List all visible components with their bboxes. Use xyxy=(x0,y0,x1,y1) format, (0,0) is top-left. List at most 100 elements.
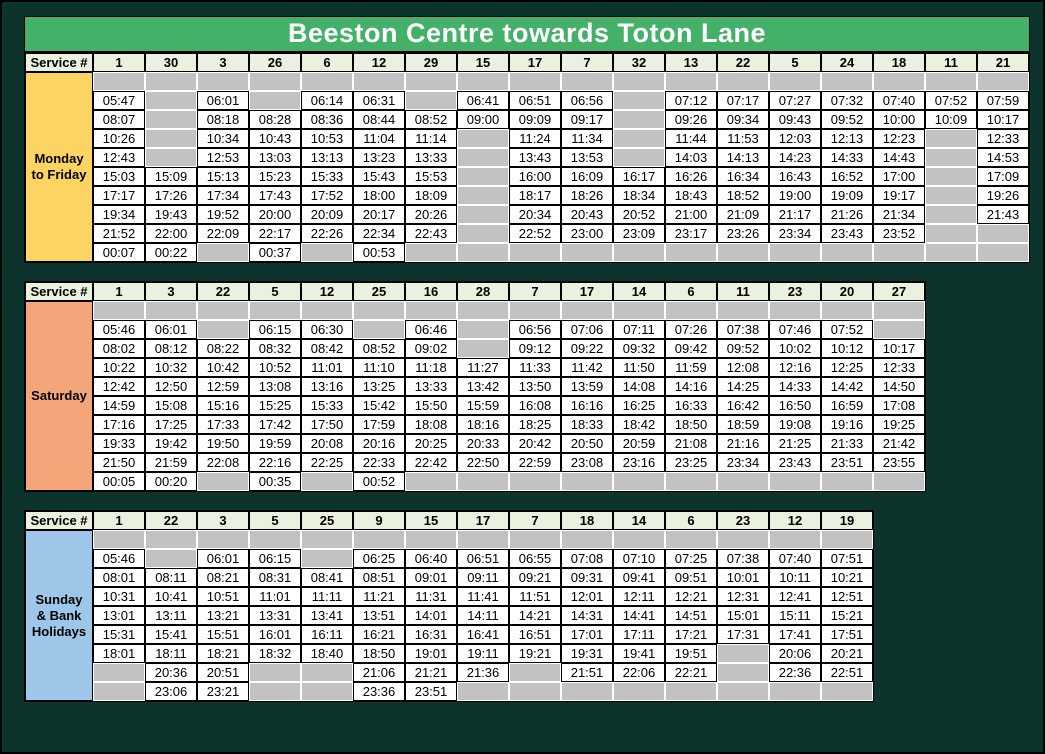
service-number-header: 22 xyxy=(717,53,769,72)
day-label-line: Sunday xyxy=(35,591,83,607)
no-service-cell xyxy=(613,91,665,110)
no-service-cell xyxy=(301,530,353,549)
departure-time-cell: 14:42 xyxy=(821,377,873,396)
departure-time-cell: 14:01 xyxy=(405,606,457,625)
departure-time-cell: 06:56 xyxy=(561,91,613,110)
departure-time-cell: 09:42 xyxy=(665,339,717,358)
departure-time-cell: 22:42 xyxy=(405,453,457,472)
departure-time-cell: 07:40 xyxy=(769,549,821,568)
departure-time-cell: 23:06 xyxy=(145,682,197,701)
service-number-header: 17 xyxy=(509,53,561,72)
departure-time-cell: 23:52 xyxy=(873,224,925,243)
departure-time-cell: 10:09 xyxy=(925,110,977,129)
no-service-cell xyxy=(613,301,665,320)
departure-time-cell: 07:26 xyxy=(665,320,717,339)
no-service-cell xyxy=(457,472,509,491)
departure-time-cell: 07:06 xyxy=(561,320,613,339)
departure-time-cell: 13:01 xyxy=(93,606,145,625)
departure-time-cell: 14:53 xyxy=(977,148,1029,167)
no-service-cell xyxy=(197,301,249,320)
departure-time-cell: 21:42 xyxy=(873,434,925,453)
service-number-header: 18 xyxy=(561,511,613,530)
departure-time-cell: 00:07 xyxy=(93,243,145,262)
departure-time-cell: 07:52 xyxy=(821,320,873,339)
no-service-cell xyxy=(457,186,509,205)
departure-time-cell: 18:42 xyxy=(613,415,665,434)
departure-time-cell: 18:17 xyxy=(509,186,561,205)
departure-time-cell: 17:08 xyxy=(873,396,925,415)
departure-time-cell: 21:36 xyxy=(457,663,509,682)
departure-time-cell: 19:59 xyxy=(249,434,301,453)
departure-time-cell: 22:08 xyxy=(197,453,249,472)
departure-time-cell: 10:32 xyxy=(145,358,197,377)
service-number-header: 25 xyxy=(301,511,353,530)
service-number-header: 19 xyxy=(821,511,873,530)
departure-time-cell: 09:43 xyxy=(769,110,821,129)
departure-time-cell: 10:34 xyxy=(197,129,249,148)
departure-time-cell: 13:25 xyxy=(353,377,405,396)
no-service-cell xyxy=(457,301,509,320)
no-service-cell xyxy=(509,72,561,91)
departure-time-cell: 20:34 xyxy=(509,205,561,224)
timetable-row: 13:01 13:11 13:21 13:31 13:41 13:51 14:01 14:11… xyxy=(25,606,873,625)
no-service-cell xyxy=(301,72,353,91)
timetable-row: 12:43 12:53 13:03 13:13 13:23 13:33 13:43 13:53… xyxy=(25,148,1029,167)
departure-time-cell: 12:03 xyxy=(769,129,821,148)
departure-time-cell: 19:11 xyxy=(457,644,509,663)
departure-time-cell: 23:21 xyxy=(197,682,249,701)
service-number-header: 14 xyxy=(613,282,665,301)
departure-time-cell: 09:41 xyxy=(613,568,665,587)
departure-time-cell: 11:33 xyxy=(509,358,561,377)
service-number-header: 7 xyxy=(509,282,561,301)
service-number-header: 21 xyxy=(977,53,1029,72)
day-label: Monday to Friday xyxy=(25,72,93,262)
departure-time-cell: 13:42 xyxy=(457,377,509,396)
departure-time-cell: 20:51 xyxy=(197,663,249,682)
no-service-cell xyxy=(405,472,457,491)
departure-time-cell: 19:08 xyxy=(769,415,821,434)
no-service-cell xyxy=(561,243,613,262)
departure-time-cell: 14:13 xyxy=(717,148,769,167)
departure-time-cell: 19:33 xyxy=(93,434,145,453)
departure-time-cell: 14:08 xyxy=(613,377,665,396)
service-number-header: 9 xyxy=(353,511,405,530)
service-number-header: 14 xyxy=(613,511,665,530)
departure-time-cell: 19:34 xyxy=(93,205,145,224)
no-service-cell xyxy=(249,682,301,701)
departure-time-cell: 14:25 xyxy=(717,377,769,396)
departure-time-cell: 16:08 xyxy=(509,396,561,415)
service-number-header: 5 xyxy=(249,282,301,301)
departure-time-cell: 08:22 xyxy=(197,339,249,358)
timetable-row: 05:47 06:01 06:14 06:31 06:41 06:51 06:56 07:12… xyxy=(25,91,1029,110)
departure-time-cell: 22:34 xyxy=(353,224,405,243)
departure-time-cell: 09:11 xyxy=(457,568,509,587)
departure-time-cell: 16:52 xyxy=(821,167,873,186)
service-number-header: 3 xyxy=(145,282,197,301)
no-service-cell xyxy=(561,72,613,91)
service-number-header: 6 xyxy=(665,511,717,530)
departure-time-cell: 20:52 xyxy=(613,205,665,224)
departure-time-cell: 21:50 xyxy=(93,453,145,472)
departure-time-cell: 08:12 xyxy=(145,339,197,358)
departure-time-cell: 21:16 xyxy=(717,434,769,453)
service-number-header: 13 xyxy=(665,53,717,72)
departure-time-cell: 16:34 xyxy=(717,167,769,186)
saturday-timetable: Service #1 3 22 5 12 25 16 28 7 17 14 6 11 23 20 27 Satu… xyxy=(24,281,1043,492)
departure-time-cell: 10:51 xyxy=(197,587,249,606)
departure-time-cell: 20:09 xyxy=(301,205,353,224)
no-service-cell xyxy=(353,530,405,549)
departure-time-cell: 07:46 xyxy=(769,320,821,339)
no-service-cell xyxy=(717,644,769,663)
departure-time-cell: 19:41 xyxy=(613,644,665,663)
departure-time-cell: 16:43 xyxy=(769,167,821,186)
departure-time-cell: 19:16 xyxy=(821,415,873,434)
departure-time-cell: 22:52 xyxy=(509,224,561,243)
departure-time-cell: 06:15 xyxy=(249,320,301,339)
departure-time-cell: 17:01 xyxy=(561,625,613,644)
departure-time-cell: 21:51 xyxy=(561,663,613,682)
departure-time-cell: 16:42 xyxy=(717,396,769,415)
service-number-header: 22 xyxy=(197,282,249,301)
departure-time-cell: 12:01 xyxy=(561,587,613,606)
departure-time-cell: 19:51 xyxy=(665,644,717,663)
departure-time-cell: 17:25 xyxy=(145,415,197,434)
